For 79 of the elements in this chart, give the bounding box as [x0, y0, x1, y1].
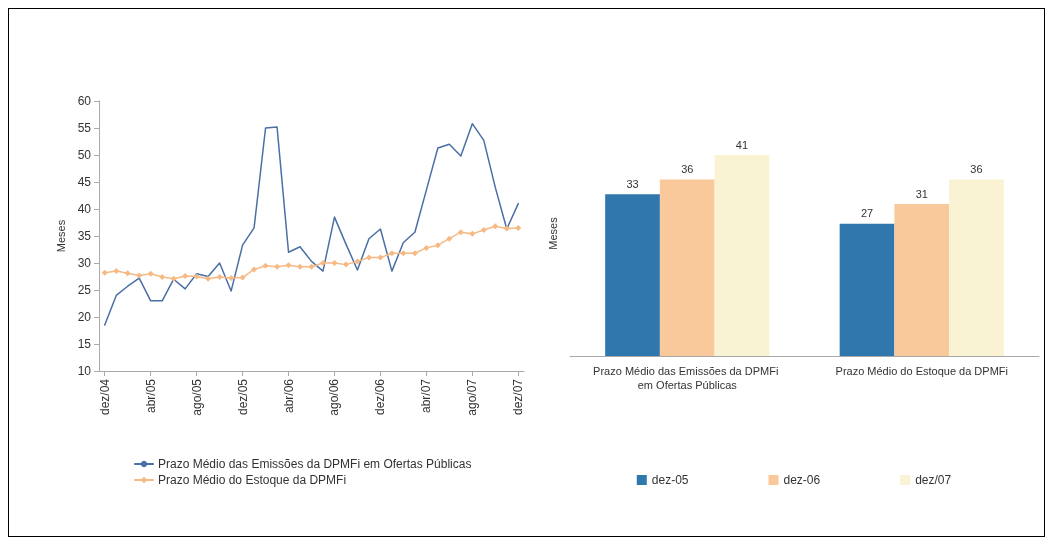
point	[469, 230, 476, 237]
y-tick-label: 50	[77, 148, 92, 162]
point	[239, 274, 246, 281]
x-tick-label: dez/04	[97, 378, 112, 416]
point	[331, 260, 338, 266]
legend-label: Prazo Médio das Emissões da DPMFi em Ofertas Públicas	[158, 457, 472, 471]
point	[411, 250, 418, 257]
y-tick-label: 35	[77, 229, 92, 243]
x-tick-label: dez/06	[373, 378, 388, 416]
point	[170, 275, 177, 282]
y-axis-title: Meses	[55, 219, 68, 253]
point	[434, 242, 441, 249]
point	[388, 250, 395, 257]
point	[297, 263, 304, 270]
point	[285, 262, 292, 269]
x-tick-label: Prazo Médio das Emissões da DPMFi em Ofertas Públicas	[593, 365, 782, 391]
point	[365, 254, 372, 261]
data-label: 36	[970, 163, 983, 176]
point	[354, 258, 361, 265]
x-tick-label: abr/07	[419, 378, 434, 414]
y-axis-title: Meses	[546, 216, 559, 250]
data-label: 31	[915, 187, 928, 200]
point	[262, 262, 269, 269]
point	[182, 272, 189, 279]
y-tick-label: 20	[77, 310, 92, 324]
x-tick-label: ago/06	[327, 378, 342, 416]
y-tick-label: 30	[77, 256, 92, 270]
data-label: 41	[735, 138, 749, 151]
y-tick-label: 55	[77, 121, 92, 135]
bar	[949, 179, 1004, 356]
legend-label: dez-06	[783, 473, 821, 487]
point	[147, 270, 154, 277]
x-tick-label: dez/05	[235, 378, 250, 416]
point	[446, 235, 453, 242]
y-tick-label: 15	[77, 337, 92, 351]
point	[113, 268, 120, 275]
x-tick-label: dez/07	[511, 378, 526, 416]
point	[503, 225, 510, 232]
point	[342, 261, 349, 268]
data-label: 27	[860, 207, 874, 220]
x-tick-label: abr/06	[281, 378, 296, 414]
legend-label: Prazo Médio do Estoque da DPMFi	[158, 473, 347, 487]
point	[193, 273, 200, 280]
point	[480, 227, 487, 234]
y-tick-label: 25	[77, 283, 92, 297]
legend-label: dez/07	[915, 473, 952, 487]
y-tick-label: 10	[77, 364, 92, 378]
point	[515, 224, 522, 231]
bar	[605, 194, 660, 356]
point	[228, 275, 235, 282]
y-tick-label: 45	[77, 175, 92, 189]
point	[274, 263, 281, 270]
line-series	[103, 122, 520, 326]
bar	[894, 204, 950, 356]
point	[423, 244, 430, 251]
data-label: 33	[626, 177, 639, 190]
legend-label: dez-05	[651, 473, 689, 487]
bar	[839, 223, 895, 356]
point	[400, 250, 407, 257]
point	[205, 275, 212, 282]
point	[101, 269, 108, 276]
point	[251, 266, 258, 273]
x-tick-label: ago/07	[465, 378, 480, 416]
x-tick-label: ago/05	[189, 378, 204, 416]
point	[308, 263, 315, 270]
point	[159, 274, 166, 281]
bar	[714, 155, 770, 356]
point	[319, 260, 326, 266]
point	[492, 223, 499, 230]
point	[136, 272, 143, 279]
point	[457, 229, 464, 236]
point	[124, 270, 131, 277]
bar	[659, 179, 715, 356]
point	[216, 274, 223, 281]
data-label: 36	[681, 163, 694, 176]
x-tick-label: abr/05	[143, 378, 158, 414]
y-tick-label: 40	[77, 202, 92, 216]
point	[377, 254, 384, 261]
y-tick-label: 60	[77, 94, 92, 108]
